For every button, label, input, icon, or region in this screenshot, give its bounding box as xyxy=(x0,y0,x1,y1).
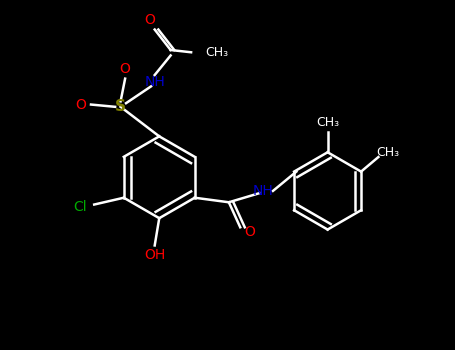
Text: O: O xyxy=(145,13,156,27)
Text: CH₃: CH₃ xyxy=(316,116,339,129)
Text: O: O xyxy=(76,98,86,112)
Text: O: O xyxy=(244,225,255,239)
Text: CH₃: CH₃ xyxy=(206,46,229,59)
Text: NH: NH xyxy=(144,75,165,89)
Text: Cl: Cl xyxy=(74,200,87,214)
Text: O: O xyxy=(120,62,131,76)
Text: CH₃: CH₃ xyxy=(376,146,399,159)
Text: OH: OH xyxy=(144,248,165,262)
Text: S: S xyxy=(115,99,126,114)
Text: NH: NH xyxy=(253,184,273,198)
